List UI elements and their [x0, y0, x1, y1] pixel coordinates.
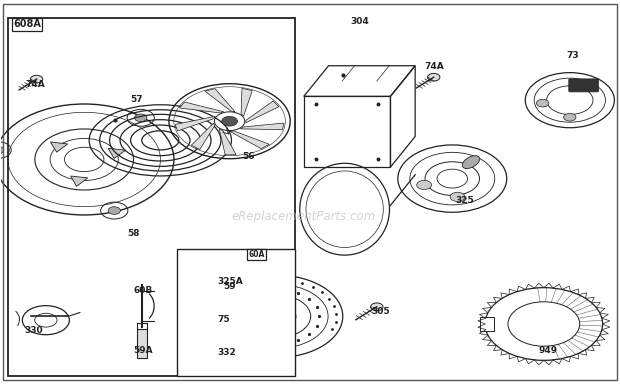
FancyBboxPatch shape [569, 79, 598, 92]
Text: 325: 325 [455, 196, 474, 205]
Text: 75: 75 [217, 315, 230, 324]
Polygon shape [50, 142, 68, 152]
Ellipse shape [463, 156, 480, 169]
Text: 332: 332 [217, 348, 236, 356]
Text: 58: 58 [128, 229, 140, 238]
Polygon shape [246, 101, 279, 123]
Text: 56: 56 [242, 152, 254, 161]
Circle shape [0, 146, 4, 154]
Circle shape [417, 180, 432, 190]
Circle shape [371, 303, 383, 311]
Polygon shape [175, 116, 215, 131]
Circle shape [450, 192, 465, 202]
Polygon shape [230, 131, 270, 149]
Polygon shape [265, 309, 286, 324]
Text: eReplacementParts.com: eReplacementParts.com [232, 210, 376, 223]
Text: 608A: 608A [13, 19, 41, 30]
Polygon shape [205, 89, 235, 112]
Text: 949: 949 [539, 346, 558, 354]
Text: 59A: 59A [134, 346, 153, 354]
Bar [177, 249, 294, 376]
Bar [8, 18, 294, 376]
Bar [137, 329, 147, 358]
Circle shape [108, 207, 120, 214]
Text: 330: 330 [24, 326, 43, 336]
Text: 74A: 74A [25, 80, 45, 89]
Polygon shape [108, 148, 126, 159]
Circle shape [222, 116, 237, 126]
Text: 59: 59 [223, 283, 236, 291]
Polygon shape [480, 317, 494, 331]
Polygon shape [241, 88, 252, 116]
Polygon shape [71, 176, 88, 186]
Circle shape [536, 99, 549, 107]
Text: 304: 304 [350, 17, 369, 26]
Polygon shape [219, 129, 236, 155]
Text: 74A: 74A [425, 63, 444, 71]
Text: 305: 305 [372, 307, 391, 316]
Polygon shape [179, 102, 224, 113]
Text: 60B: 60B [134, 286, 153, 295]
Circle shape [564, 113, 576, 121]
Text: 57: 57 [131, 95, 143, 104]
Circle shape [269, 312, 283, 321]
Text: 73: 73 [567, 51, 579, 60]
Polygon shape [192, 123, 215, 149]
Circle shape [135, 114, 147, 122]
Polygon shape [241, 123, 284, 130]
Circle shape [428, 73, 440, 81]
Text: 325A: 325A [217, 277, 243, 286]
Text: 60A: 60A [248, 250, 265, 259]
Circle shape [30, 75, 43, 83]
